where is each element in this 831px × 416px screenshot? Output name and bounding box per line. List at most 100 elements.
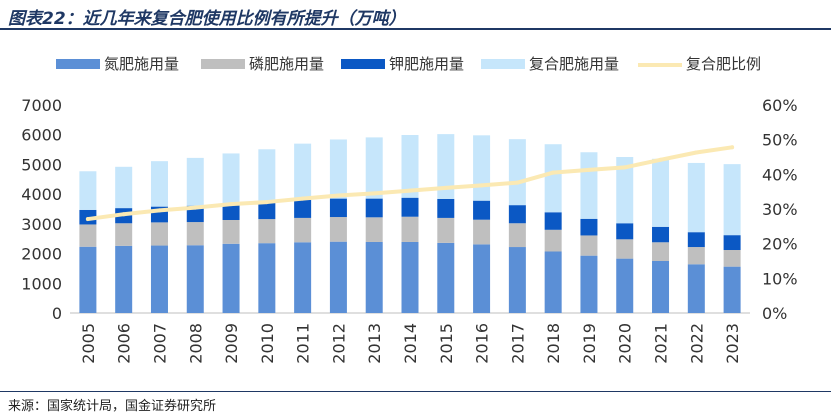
bar-segment: [115, 245, 133, 313]
legend-swatch-phosphate: [201, 59, 245, 69]
bar-segment: [222, 219, 240, 244]
ratio-point: [479, 183, 484, 188]
bar-segment: [365, 198, 383, 218]
x-tick-label: 2021: [652, 323, 671, 364]
bar-segment: [150, 161, 168, 207]
ratio-point: [658, 157, 663, 162]
bar-segment: [687, 232, 705, 248]
bar-segment: [79, 171, 97, 210]
legend-label-compound-ratio: 复合肥比例: [686, 55, 762, 73]
bar-segment: [473, 200, 491, 220]
bar-segment: [329, 139, 347, 199]
bar-segment: [723, 250, 741, 267]
ratio-point: [694, 150, 699, 155]
bar-segment: [473, 135, 491, 201]
bar-segment: [186, 245, 204, 313]
bar-segment: [652, 158, 670, 227]
bar-segment: [616, 157, 634, 224]
ratio-point: [157, 208, 162, 213]
x-tick-label: 2012: [329, 323, 348, 364]
ratio-point: [515, 180, 520, 185]
bar-segment: [222, 203, 240, 220]
ratio-point: [336, 193, 341, 198]
bar-segment: [79, 224, 97, 247]
y-left-tick-label: 5000: [21, 155, 62, 174]
bar-segment: [79, 246, 97, 313]
bar-segment: [508, 205, 526, 224]
footer-divider: [0, 391, 831, 392]
bar-segment: [616, 223, 634, 240]
bar-segment: [544, 229, 562, 252]
bar-segment: [329, 217, 347, 242]
legend-line-compound-ratio: [638, 63, 682, 67]
bar-segment: [294, 199, 312, 218]
bar-segment: [616, 239, 634, 259]
bar-segment: [401, 216, 419, 242]
ratio-point: [372, 191, 377, 196]
y-right-tick-label: 50%: [762, 131, 798, 150]
x-tick-label: 2007: [150, 323, 169, 364]
bar-segment: [687, 264, 705, 313]
y-left-tick-label: 2000: [21, 245, 62, 264]
bar-segment: [723, 164, 741, 236]
source-note: 来源：国家统计局，国金证券研究所: [8, 399, 217, 414]
x-tick-label: 2019: [580, 323, 599, 364]
y-right-tick-label: 10%: [762, 269, 798, 288]
ratio-point: [193, 205, 198, 210]
bar-segment: [329, 241, 347, 313]
bar-segment: [365, 137, 383, 199]
bar-segment: [329, 198, 347, 218]
bar-segment: [473, 244, 491, 313]
y-right-tick-label: 30%: [762, 200, 798, 219]
bar-segment: [652, 242, 670, 261]
bar-segment: [508, 247, 526, 313]
bar-segment: [544, 212, 562, 230]
x-tick-label: 2016: [473, 323, 492, 364]
x-tick-label: 2011: [294, 323, 313, 364]
bar-segment: [508, 139, 526, 206]
legend-label-nitrogen: 氮肥施用量: [104, 55, 180, 73]
y-left-tick-label: 1000: [21, 274, 62, 293]
legend-label-potash: 钾肥施用量: [389, 55, 465, 73]
x-tick-label: 2022: [687, 323, 706, 364]
ratio-point: [264, 200, 269, 205]
bar-segment: [294, 143, 312, 200]
bar-segment: [258, 219, 276, 244]
bar-segment: [186, 157, 204, 206]
bar-segment: [365, 217, 383, 242]
ratio-point: [586, 167, 591, 172]
bar-segment: [186, 222, 204, 246]
bar-segment: [687, 162, 705, 233]
x-tick-label: 2017: [508, 323, 527, 364]
x-tick-label: 2009: [222, 323, 241, 364]
y-left-tick-label: 7000: [21, 96, 62, 115]
ratio-point: [300, 196, 305, 201]
bar-segment: [723, 235, 741, 251]
x-tick-label: 2013: [365, 323, 384, 364]
y-left-tick-label: 6000: [21, 126, 62, 145]
bar-segment: [222, 243, 240, 313]
y-right-tick-label: 40%: [762, 165, 798, 184]
y-left-tick-label: 3000: [21, 215, 62, 234]
y-right-tick-label: 0%: [762, 304, 787, 323]
bar-segment: [258, 243, 276, 313]
title-divider: [0, 28, 831, 30]
bar-segment: [115, 166, 133, 209]
bar-segment: [150, 222, 168, 246]
bar-segment: [437, 198, 455, 218]
bar-segment: [437, 242, 455, 313]
ratio-point: [730, 145, 735, 150]
bar-segment: [544, 251, 562, 313]
bar-segment: [150, 245, 168, 313]
legend-swatch-nitrogen: [56, 59, 100, 69]
bar-segment: [258, 201, 276, 220]
bar-segment: [222, 153, 240, 204]
bar-segment: [365, 241, 383, 313]
legend-swatch-potash: [341, 59, 385, 69]
x-tick-label: 2006: [115, 323, 134, 364]
bar-segment: [580, 255, 598, 313]
bar-segment: [401, 135, 419, 198]
bar-segment: [437, 134, 455, 199]
bar-segment: [580, 218, 598, 236]
